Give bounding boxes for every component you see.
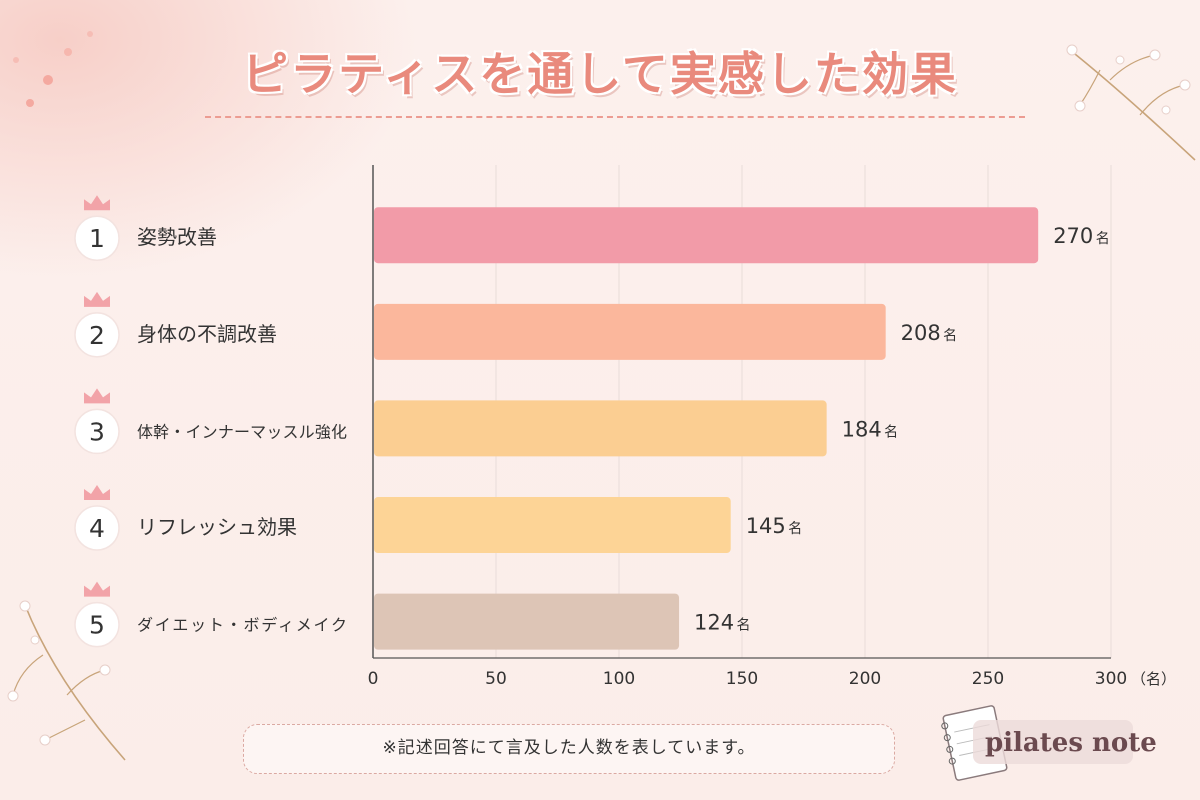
rank-badge xyxy=(74,408,120,455)
x-tick-label: 100 xyxy=(603,669,635,689)
data-label: 208 xyxy=(901,321,941,345)
decorative-dots xyxy=(13,31,93,107)
bar xyxy=(374,593,680,650)
dot xyxy=(26,99,34,107)
crown-icon xyxy=(84,195,110,211)
page-title: ピラティスを通して実感した効果 xyxy=(242,47,958,101)
dot xyxy=(87,31,93,37)
rank-badge xyxy=(74,505,120,551)
data-label: 124 xyxy=(694,611,734,635)
x-tick-label: 250 xyxy=(972,669,1004,689)
footnote: ※記述回答にて言及した人数を表しています。 xyxy=(243,724,895,774)
x-tick-label: 0 xyxy=(368,669,379,689)
x-tick-label: 300 xyxy=(1095,669,1127,689)
x-tick-label: 50 xyxy=(485,669,507,689)
rank-number: 5 xyxy=(89,611,105,640)
category-label: 体幹・インナーマッスル強化 xyxy=(137,422,347,441)
flower-branch-icon xyxy=(7,600,126,761)
bar xyxy=(374,400,827,457)
data-label-unit: 名 xyxy=(884,424,898,440)
category-label: 身体の不調改善 xyxy=(137,322,277,346)
logo-text: pilates note xyxy=(985,728,1157,758)
x-tick-label: 150 xyxy=(726,669,758,689)
rank-number: 1 xyxy=(89,224,105,253)
dot xyxy=(43,75,53,85)
data-label-unit: 名 xyxy=(943,328,957,344)
data-label-unit: 名 xyxy=(788,521,802,537)
flower-branch-icon xyxy=(1066,44,1196,161)
rank-badge xyxy=(74,215,120,261)
category-label: リフレッシュ効果 xyxy=(137,515,297,539)
crown-icon xyxy=(84,291,110,307)
title-divider xyxy=(205,116,1025,118)
rank-badge xyxy=(74,312,120,358)
data-label: 145 xyxy=(746,514,786,538)
category-label: 姿勢改善 xyxy=(137,225,217,249)
rank-badge xyxy=(74,601,120,648)
crown-icon xyxy=(84,388,110,404)
crown-icon xyxy=(84,485,110,501)
rank-number: 4 xyxy=(89,514,105,543)
category-label: ダイエット・ボディメイク xyxy=(137,616,347,635)
crown-icon xyxy=(84,581,110,597)
bar xyxy=(374,207,1039,264)
rank-number: 3 xyxy=(89,417,105,446)
bar xyxy=(374,303,886,360)
bar xyxy=(374,497,731,554)
data-label-unit: 名 xyxy=(1096,231,1110,247)
x-axis-label: （名） xyxy=(1131,670,1176,688)
notebook-icon xyxy=(941,705,1133,781)
data-label: 270 xyxy=(1053,224,1093,248)
x-tick-label: 200 xyxy=(849,669,881,689)
rank-number: 2 xyxy=(89,321,105,350)
data-label: 184 xyxy=(842,417,882,441)
data-label-unit: 名 xyxy=(737,618,751,634)
dot xyxy=(13,57,19,63)
dot xyxy=(64,48,72,56)
